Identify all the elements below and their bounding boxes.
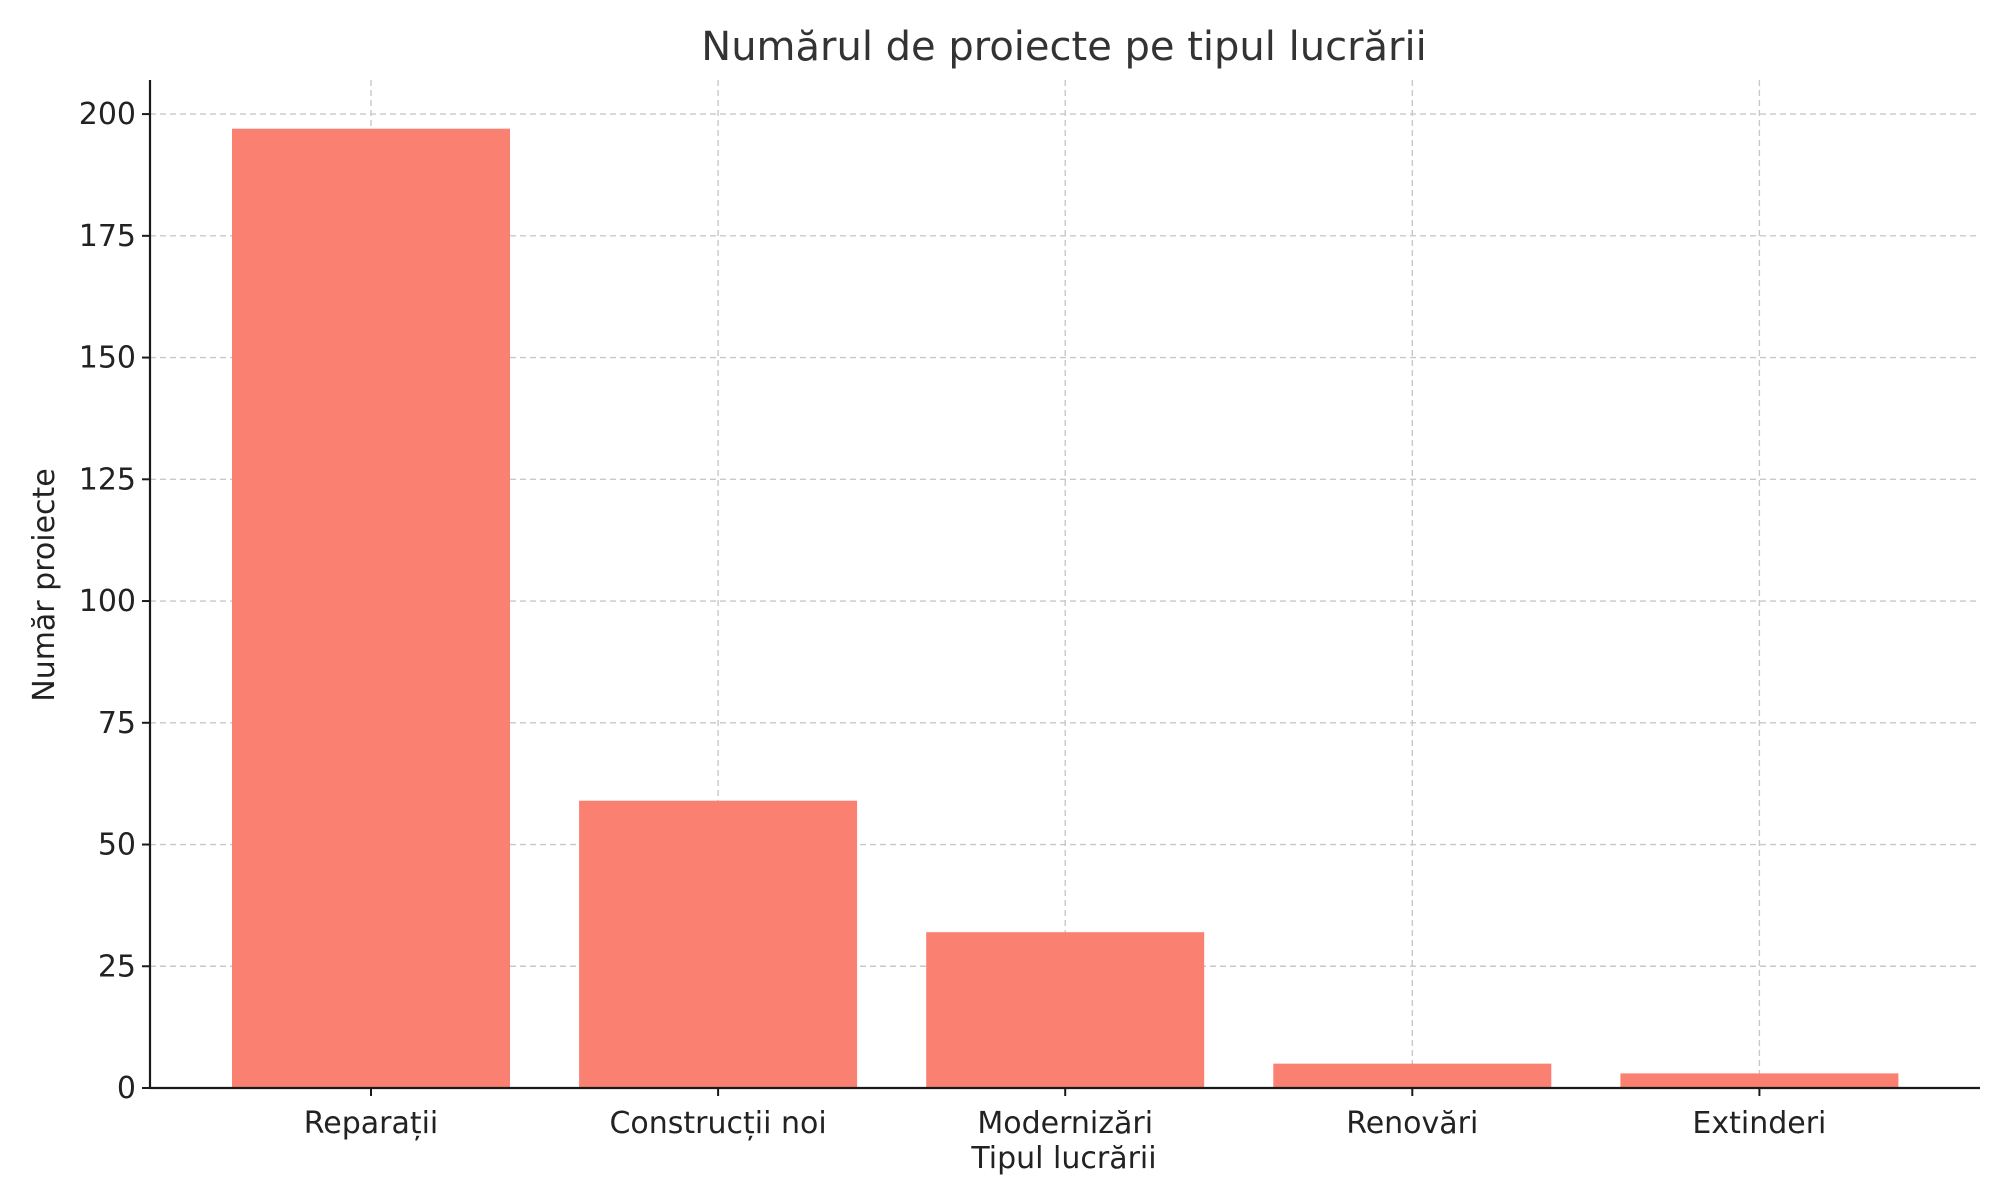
y-axis-label: Număr proiecte: [27, 468, 62, 702]
y-tick-label: 200: [79, 97, 136, 132]
bar-5: [1620, 1073, 1899, 1088]
y-tick-label: 175: [79, 219, 136, 254]
bar-1: [232, 128, 510, 1088]
y-tick-label: 75: [98, 706, 136, 741]
chart-title: Numărul de proiecte pe tipul lucrării: [701, 24, 1426, 70]
y-tick-label: 50: [98, 828, 136, 863]
y-tick-label: 125: [79, 462, 136, 497]
y-tick-label: 0: [117, 1071, 136, 1106]
y-tick-label: 100: [79, 584, 136, 619]
x-tick-label: Extinderi: [1692, 1106, 1826, 1141]
y-tick-label: 25: [98, 949, 136, 984]
x-axis-label: Tipul lucrării: [970, 1141, 1156, 1176]
bar-4: [1273, 1063, 1552, 1088]
bars-layer: [232, 128, 1899, 1088]
x-tick-label: Construcții noi: [609, 1106, 826, 1141]
bar-3: [926, 932, 1205, 1088]
y-ticks-layer: 0 25 50 75 100 125 150 175 200: [79, 97, 150, 1106]
x-ticks-layer: Reparații Construcții noi Modernizări Renov…: [304, 1088, 1826, 1141]
y-tick-label: 150: [79, 341, 136, 376]
x-tick-label: Modernizări: [977, 1106, 1153, 1141]
bar-2: [579, 800, 858, 1088]
x-tick-label: Reparații: [304, 1106, 439, 1141]
x-tick-label: Renovări: [1346, 1106, 1478, 1141]
